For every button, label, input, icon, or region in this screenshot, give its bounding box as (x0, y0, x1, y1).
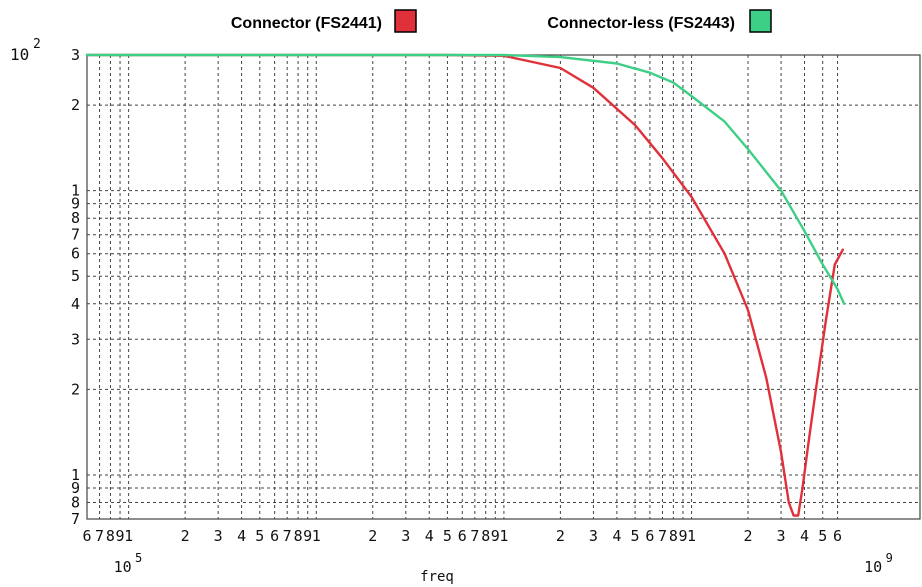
x-tick-label: 3 (401, 527, 410, 545)
x-tick-label: 9 (678, 527, 687, 545)
x-tick-label: 4 (800, 527, 809, 545)
y-decade-base: 10 (10, 45, 29, 64)
x-tick-label: 8 (669, 527, 678, 545)
y-tick-label: 5 (71, 267, 80, 285)
x-tick-label: 6 (645, 527, 654, 545)
legend-swatch-connector-less (749, 9, 772, 33)
legend-label-connector-less: Connector-less (FS2443) (547, 15, 735, 32)
x-decade-labels: 10 5 10 9 (114, 551, 893, 576)
x-decade-base: 10 (864, 558, 882, 576)
x-tick-label: 3 (214, 527, 223, 545)
x-tick-label: 1 (124, 527, 133, 545)
x-tick-label: 1 (687, 527, 696, 545)
x-tick-label: 5 (443, 527, 452, 545)
series-line-connector (85, 53, 844, 517)
x-tick-label: 9 (491, 527, 500, 545)
x-decade-label: 10 5 (114, 551, 143, 576)
series-lines (85, 53, 846, 517)
legend-item-connector-less[interactable]: Connector-less (FS2443) (547, 9, 772, 33)
x-axis-label: freq (420, 569, 454, 585)
y-decade-label: 10 2 (10, 37, 41, 64)
y-tick-label: 3 (71, 330, 80, 348)
x-tick-label: 7 (658, 527, 667, 545)
y-tick-label: 8 (71, 209, 80, 227)
x-tick-label: 5 (255, 527, 264, 545)
grid (86, 54, 920, 520)
x-decade-label: 10 9 (864, 551, 893, 576)
y-tick-label: 2 (71, 380, 80, 398)
y-tick-label: 1 (71, 466, 80, 484)
x-tick-label: 5 (818, 527, 827, 545)
y-decade-exponent: 2 (33, 37, 41, 52)
x-tick-label: 8 (481, 527, 490, 545)
plot-frame (86, 54, 921, 520)
x-tick-label: 9 (303, 527, 312, 545)
series-line-connector-less (85, 53, 846, 305)
x-decade-exponent: 9 (886, 551, 893, 565)
y-tick-label: 2 (71, 96, 80, 114)
legend-swatch-connector (394, 9, 417, 33)
x-tick-label: 6 (833, 527, 842, 545)
x-decade-exponent: 5 (135, 551, 142, 565)
x-tick-label: 1 (312, 527, 321, 545)
x-tick-label: 9 (116, 527, 125, 545)
x-tick-label: 1 (499, 527, 508, 545)
y-tick-label: 3 (71, 46, 80, 64)
y-tick-label: 8 (71, 494, 80, 512)
y-tick-label: 9 (71, 479, 80, 497)
x-tick-label: 2 (744, 527, 753, 545)
x-tick-label: 7 (283, 527, 292, 545)
x-tick-label: 6 (270, 527, 279, 545)
x-tick-label: 4 (237, 527, 246, 545)
x-tick-label: 7 (470, 527, 479, 545)
legend-label-connector: Connector (FS2441) (231, 15, 382, 32)
y-tick-label: 7 (71, 510, 80, 528)
x-tick-label: 6 (82, 527, 91, 545)
legend-item-connector[interactable]: Connector (FS2441) (231, 9, 417, 33)
y-tick-label: 7 (71, 226, 80, 244)
x-tick-label: 7 (95, 527, 104, 545)
y-tick-label: 6 (71, 245, 80, 263)
x-tick-label: 4 (612, 527, 621, 545)
x-tick-label: 2 (368, 527, 377, 545)
x-decade-base: 10 (114, 558, 132, 576)
x-tick-label: 3 (777, 527, 786, 545)
legend: Connector (FS2441) Connector-less (FS244… (231, 9, 772, 33)
x-tick-label: 8 (106, 527, 115, 545)
x-tick-label: 2 (181, 527, 190, 545)
x-tick-label: 5 (631, 527, 640, 545)
x-tick-label: 6 (458, 527, 467, 545)
x-tick-label: 3 (589, 527, 598, 545)
x-tick-label: 8 (294, 527, 303, 545)
y-tick-label: 4 (71, 295, 80, 313)
x-tick-label: 4 (425, 527, 434, 545)
x-tick-label: 2 (556, 527, 565, 545)
y-tick-label: 9 (71, 195, 80, 213)
y-tick-label: 1 (71, 182, 80, 200)
